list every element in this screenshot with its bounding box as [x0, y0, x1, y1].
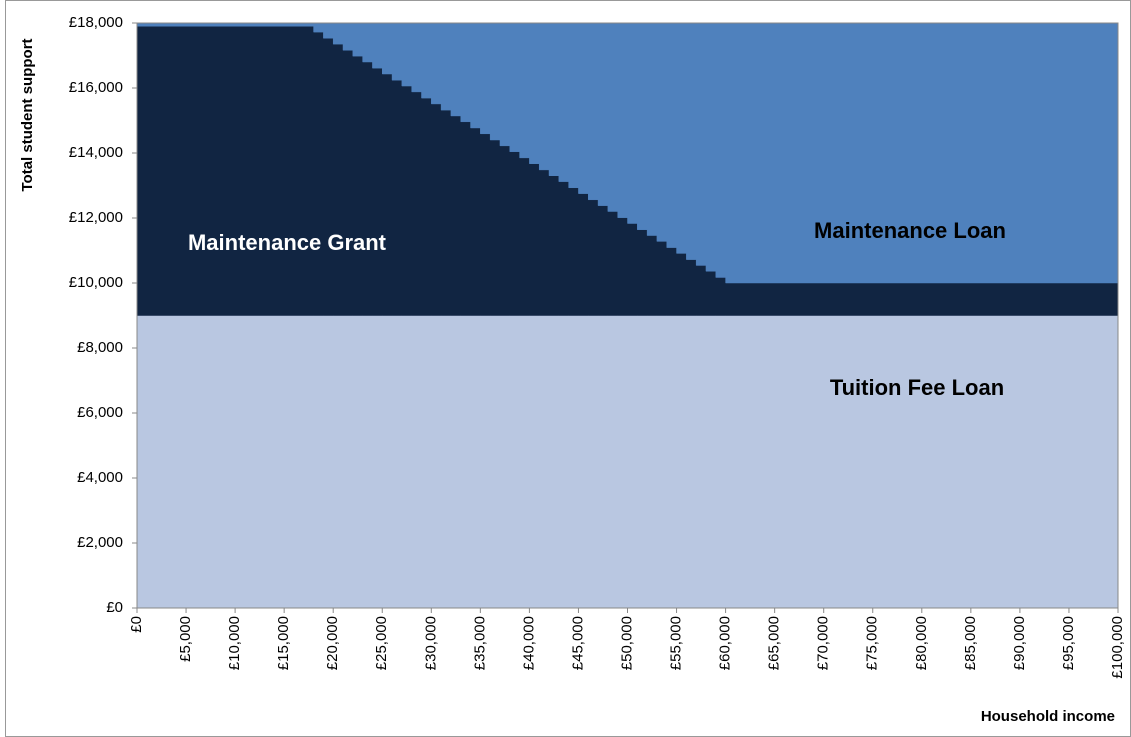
y-tick-label: £14,000	[69, 144, 123, 161]
x-tick-label: £50,000	[618, 616, 635, 670]
y-tick-label: £4,000	[77, 469, 123, 486]
x-tick-label: £35,000	[471, 616, 488, 670]
x-tick-label: £100,000	[1109, 616, 1126, 679]
x-tick-label: £25,000	[373, 616, 390, 670]
y-tick-label: £6,000	[77, 404, 123, 421]
area	[136, 315, 1119, 609]
x-tick-label: £55,000	[668, 616, 685, 670]
y-axis-title: Total student support	[19, 38, 36, 191]
x-tick-label: £0	[128, 616, 145, 633]
y-tick-label: £18,000	[69, 14, 123, 31]
x-tick-label: £5,000	[177, 616, 194, 662]
x-tick-label: £60,000	[717, 616, 734, 670]
x-tick-label: £70,000	[815, 616, 832, 670]
grant-label: Maintenance Grant	[188, 230, 387, 255]
x-tick-label: £85,000	[962, 616, 979, 670]
loan-label: Maintenance Loan	[814, 218, 1006, 243]
x-tick-label: £90,000	[1011, 616, 1028, 670]
y-tick-label: £10,000	[69, 274, 123, 291]
fee-label: Tuition Fee Loan	[830, 375, 1004, 400]
x-tick-label: £65,000	[766, 616, 783, 670]
y-tick-label: £12,000	[69, 209, 123, 226]
y-tick-label: £0	[106, 599, 123, 616]
plot-area	[136, 22, 1119, 609]
x-tick-label: £80,000	[913, 616, 930, 670]
x-tick-label: £40,000	[520, 616, 537, 670]
x-tick-label: £10,000	[226, 616, 243, 670]
x-tick-label: £45,000	[569, 616, 586, 670]
x-tick-label: £95,000	[1060, 616, 1077, 670]
x-tick-label: £75,000	[864, 616, 881, 670]
y-tick-label: £8,000	[77, 339, 123, 356]
x-tick-label: £30,000	[422, 616, 439, 670]
x-tick-label: £20,000	[324, 616, 341, 670]
x-axis-title: Household income	[981, 708, 1115, 725]
y-tick-label: £16,000	[69, 79, 123, 96]
y-tick-label: £2,000	[77, 534, 123, 551]
x-tick-label: £15,000	[275, 616, 292, 670]
